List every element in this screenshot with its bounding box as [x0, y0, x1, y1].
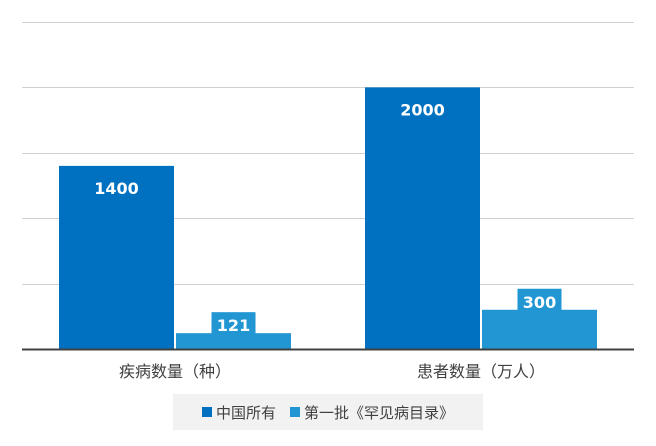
x-tick-label-0: 疾病数量（种） [119, 362, 231, 381]
bar-series-1-cat-1 [482, 309, 597, 349]
bar-series-0-cat-1 [365, 87, 480, 350]
legend-swatch-series-1 [290, 407, 300, 417]
data-label-series-0-cat-0: 1400 [94, 179, 139, 198]
data-labels: 1400 121 2000 300 [94, 100, 562, 337]
x-tick-label-1: 患者数量（万人） [417, 362, 545, 381]
legend-swatch-series-0 [201, 407, 212, 417]
legend-label-series-1: 第一批《罕见病目录》 [304, 403, 455, 422]
legend-item-series-1: 第一批《罕见病目录》 [290, 402, 454, 423]
data-label-series-1-cat-1: 300 [523, 293, 556, 312]
data-label-series-0-cat-1: 2000 [400, 100, 445, 119]
legend-item-series-0: 中国所有 [201, 402, 276, 423]
data-label-series-1-cat-0: 121 [217, 316, 250, 335]
bar-series-1-cat-0 [176, 333, 291, 349]
axes: 疾病数量（种） 患者数量（万人） [22, 348, 634, 381]
legend: 中国所有 第一批《罕见病目录》 [173, 394, 483, 430]
bars [59, 87, 597, 350]
data-label-bg-series-1-cat-0 [211, 312, 256, 337]
data-label-bg-series-1-cat-1 [517, 288, 562, 313]
legend-label-series-0: 中国所有 [215, 403, 276, 422]
bar-series-0-cat-0 [59, 165, 174, 349]
